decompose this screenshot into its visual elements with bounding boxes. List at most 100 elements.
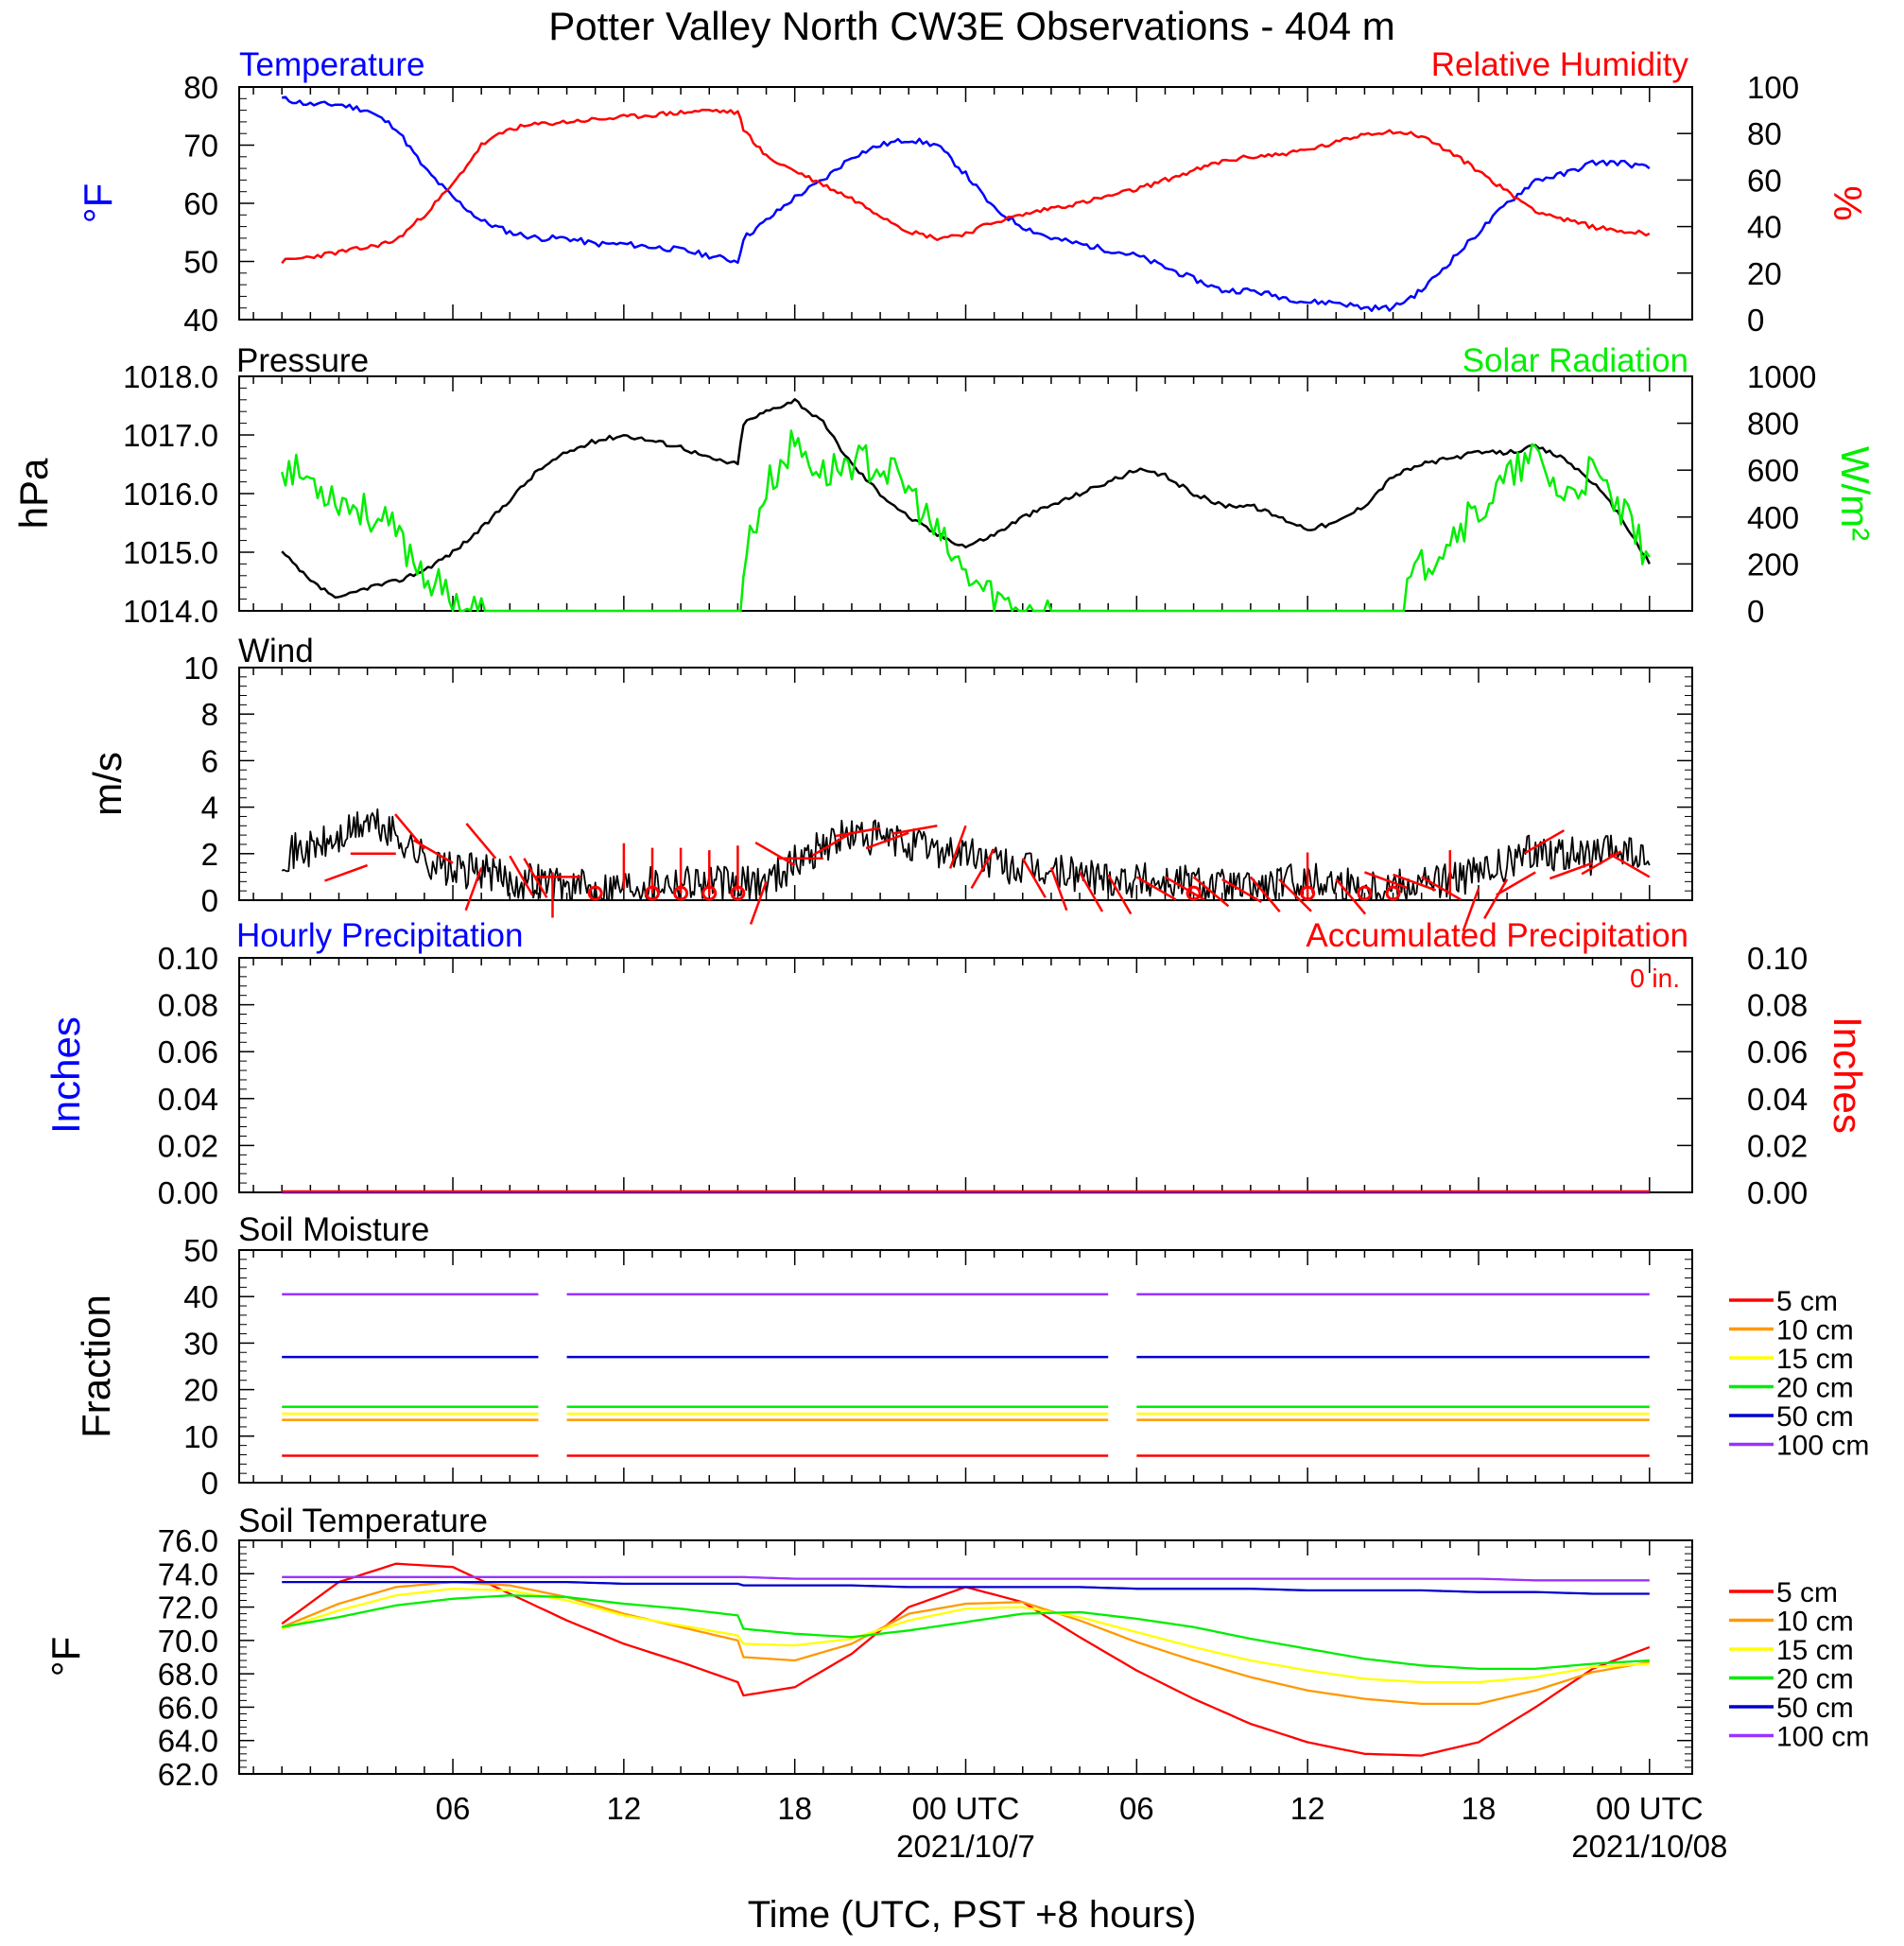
wind-barb	[1192, 876, 1230, 908]
legend-label: 50 cm	[1776, 1401, 1854, 1433]
y-tick-label-right: 600	[1747, 453, 1799, 488]
y-tick-label-right: 0.02	[1747, 1128, 1808, 1163]
y-tick-label-left: 4	[201, 791, 218, 825]
panel-title-left: Pressure	[236, 342, 369, 379]
panel-title-right: Solar Radiation	[1463, 342, 1688, 379]
y-tick-label-left: 8	[201, 697, 218, 732]
legend-label: 100 cm	[1776, 1431, 1869, 1462]
calm-wind-marker	[1357, 885, 1373, 901]
calm-wind-marker	[587, 885, 603, 901]
x-date-label: 2021/10/7	[896, 1829, 1035, 1864]
x-tick-label: 18	[1462, 1791, 1497, 1826]
wind-barb	[1524, 829, 1566, 855]
x-date-label: 2021/10/08	[1571, 1829, 1727, 1864]
y-tick-label-left: 1014.0	[123, 594, 218, 629]
legend-label: 50 cm	[1776, 1693, 1854, 1724]
y-tick-label-right: 200	[1747, 547, 1799, 582]
series-soil-temp	[282, 1580, 1650, 1595]
wind-barb	[754, 842, 796, 867]
y-axis-label-left: °F	[43, 1637, 88, 1677]
x-tick-label: 00 UTC	[912, 1791, 1020, 1826]
wind-barb	[749, 880, 768, 925]
wind-barb	[324, 863, 369, 882]
series-temperature	[281, 96, 1651, 312]
y-tick-label-left: 0	[201, 1466, 218, 1501]
plot-frame	[238, 1249, 1693, 1484]
y-tick-label-left: 40	[183, 1279, 218, 1314]
wind-barb	[1221, 877, 1262, 903]
y-axis-label-right: Inches	[1826, 1016, 1870, 1134]
y-tick-label-left: 10	[183, 1419, 218, 1454]
x-tick-label: 12	[1290, 1791, 1325, 1826]
y-tick-label-left: 40	[183, 303, 218, 338]
wind-barb	[1021, 858, 1047, 898]
y-tick-label-right: 60	[1747, 163, 1782, 198]
wind-barb	[1107, 874, 1133, 915]
y-tick-label-right: 400	[1747, 500, 1799, 535]
wind-barb	[1363, 871, 1408, 890]
y-tick-label-right: 0.10	[1747, 941, 1808, 976]
legend-label: 10 cm	[1776, 1607, 1854, 1638]
y-tick-label-right: 40	[1747, 210, 1782, 245]
wind-barb	[970, 848, 995, 890]
wind-barb	[1249, 876, 1281, 913]
plot-frame	[238, 375, 1693, 612]
plot-frame	[238, 957, 1693, 1193]
wind-barb	[835, 826, 881, 838]
panel-title-left: Temperature	[239, 46, 424, 83]
y-tick-label-right: 80	[1747, 116, 1782, 151]
y-axis-label-left: Fraction	[74, 1294, 118, 1438]
wind-barb	[1483, 878, 1509, 920]
y-tick-label-left: 20	[183, 1373, 218, 1408]
y-tick-label-left: 80	[183, 70, 218, 105]
wind-barb	[1335, 878, 1367, 915]
x-axis-label: Time (UTC, PST +8 hours)	[748, 1894, 1197, 1936]
y-axis-label-right: W/m²	[1833, 446, 1878, 541]
wind-barb	[1609, 853, 1651, 878]
y-tick-label-left: 0.08	[158, 988, 218, 1023]
plot-frame	[238, 1539, 1693, 1775]
y-tick-label-left: 2	[201, 837, 218, 872]
y-axis-label-left: Inches	[43, 1016, 88, 1134]
y-tick-label-right: 1000	[1747, 359, 1816, 394]
y-tick-label-left: 66.0	[158, 1690, 218, 1725]
y-tick-label-left: 64.0	[158, 1724, 218, 1759]
y-tick-label-left: 68.0	[158, 1657, 218, 1692]
y-axis-label-left: m/s	[85, 752, 130, 816]
wind-barb	[523, 858, 548, 898]
x-tick-label: 06	[1119, 1791, 1154, 1826]
plot-frame	[238, 86, 1693, 321]
y-tick-label-left: 1018.0	[123, 359, 218, 394]
y-tick-label-left: 70	[183, 129, 218, 164]
wind-barb	[1278, 877, 1312, 912]
wind-barb	[948, 825, 967, 869]
y-tick-label-left: 74.0	[158, 1556, 218, 1591]
y-tick-label-left: 70.0	[158, 1624, 218, 1659]
legend-label: 100 cm	[1776, 1722, 1869, 1753]
legend-label: 10 cm	[1776, 1315, 1854, 1347]
y-tick-label-right: 0.08	[1747, 988, 1808, 1023]
y-tick-label-left: 1017.0	[123, 418, 218, 453]
wind-barb	[1462, 888, 1480, 932]
y-tick-label-left: 62.0	[158, 1757, 218, 1792]
y-tick-label-left: 0.00	[158, 1175, 218, 1210]
panel-title-left: Hourly Precipitation	[236, 917, 523, 954]
y-tick-label-left: 1015.0	[123, 535, 218, 570]
x-tick-label: 06	[436, 1791, 471, 1826]
panel-6: 76.074.072.070.068.066.064.062.0 Soil Tem…	[43, 1503, 1869, 1864]
y-tick-label-left: 0	[201, 883, 218, 918]
y-tick-label-right: 0.06	[1747, 1034, 1808, 1069]
panel-4: 0.10 0.08 0.06 0.04 0.02 0.00 0.10 0.08 0.06 0.04…	[43, 917, 1870, 1210]
series-solar-radiation	[280, 429, 1651, 613]
calm-wind-marker	[1186, 885, 1202, 901]
legend-label: 5 cm	[1776, 1286, 1838, 1317]
series-relative-humidity	[281, 108, 1651, 265]
panel-2: 1018.0 1017.0 1016.0 1015.0 1014.0 1000 800 600…	[11, 342, 1878, 629]
x-tick-label: 12	[606, 1791, 641, 1826]
wind-barb	[1049, 867, 1068, 912]
y-tick-label-left: 1016.0	[123, 477, 218, 512]
series-soil-temp	[281, 1588, 1650, 1684]
